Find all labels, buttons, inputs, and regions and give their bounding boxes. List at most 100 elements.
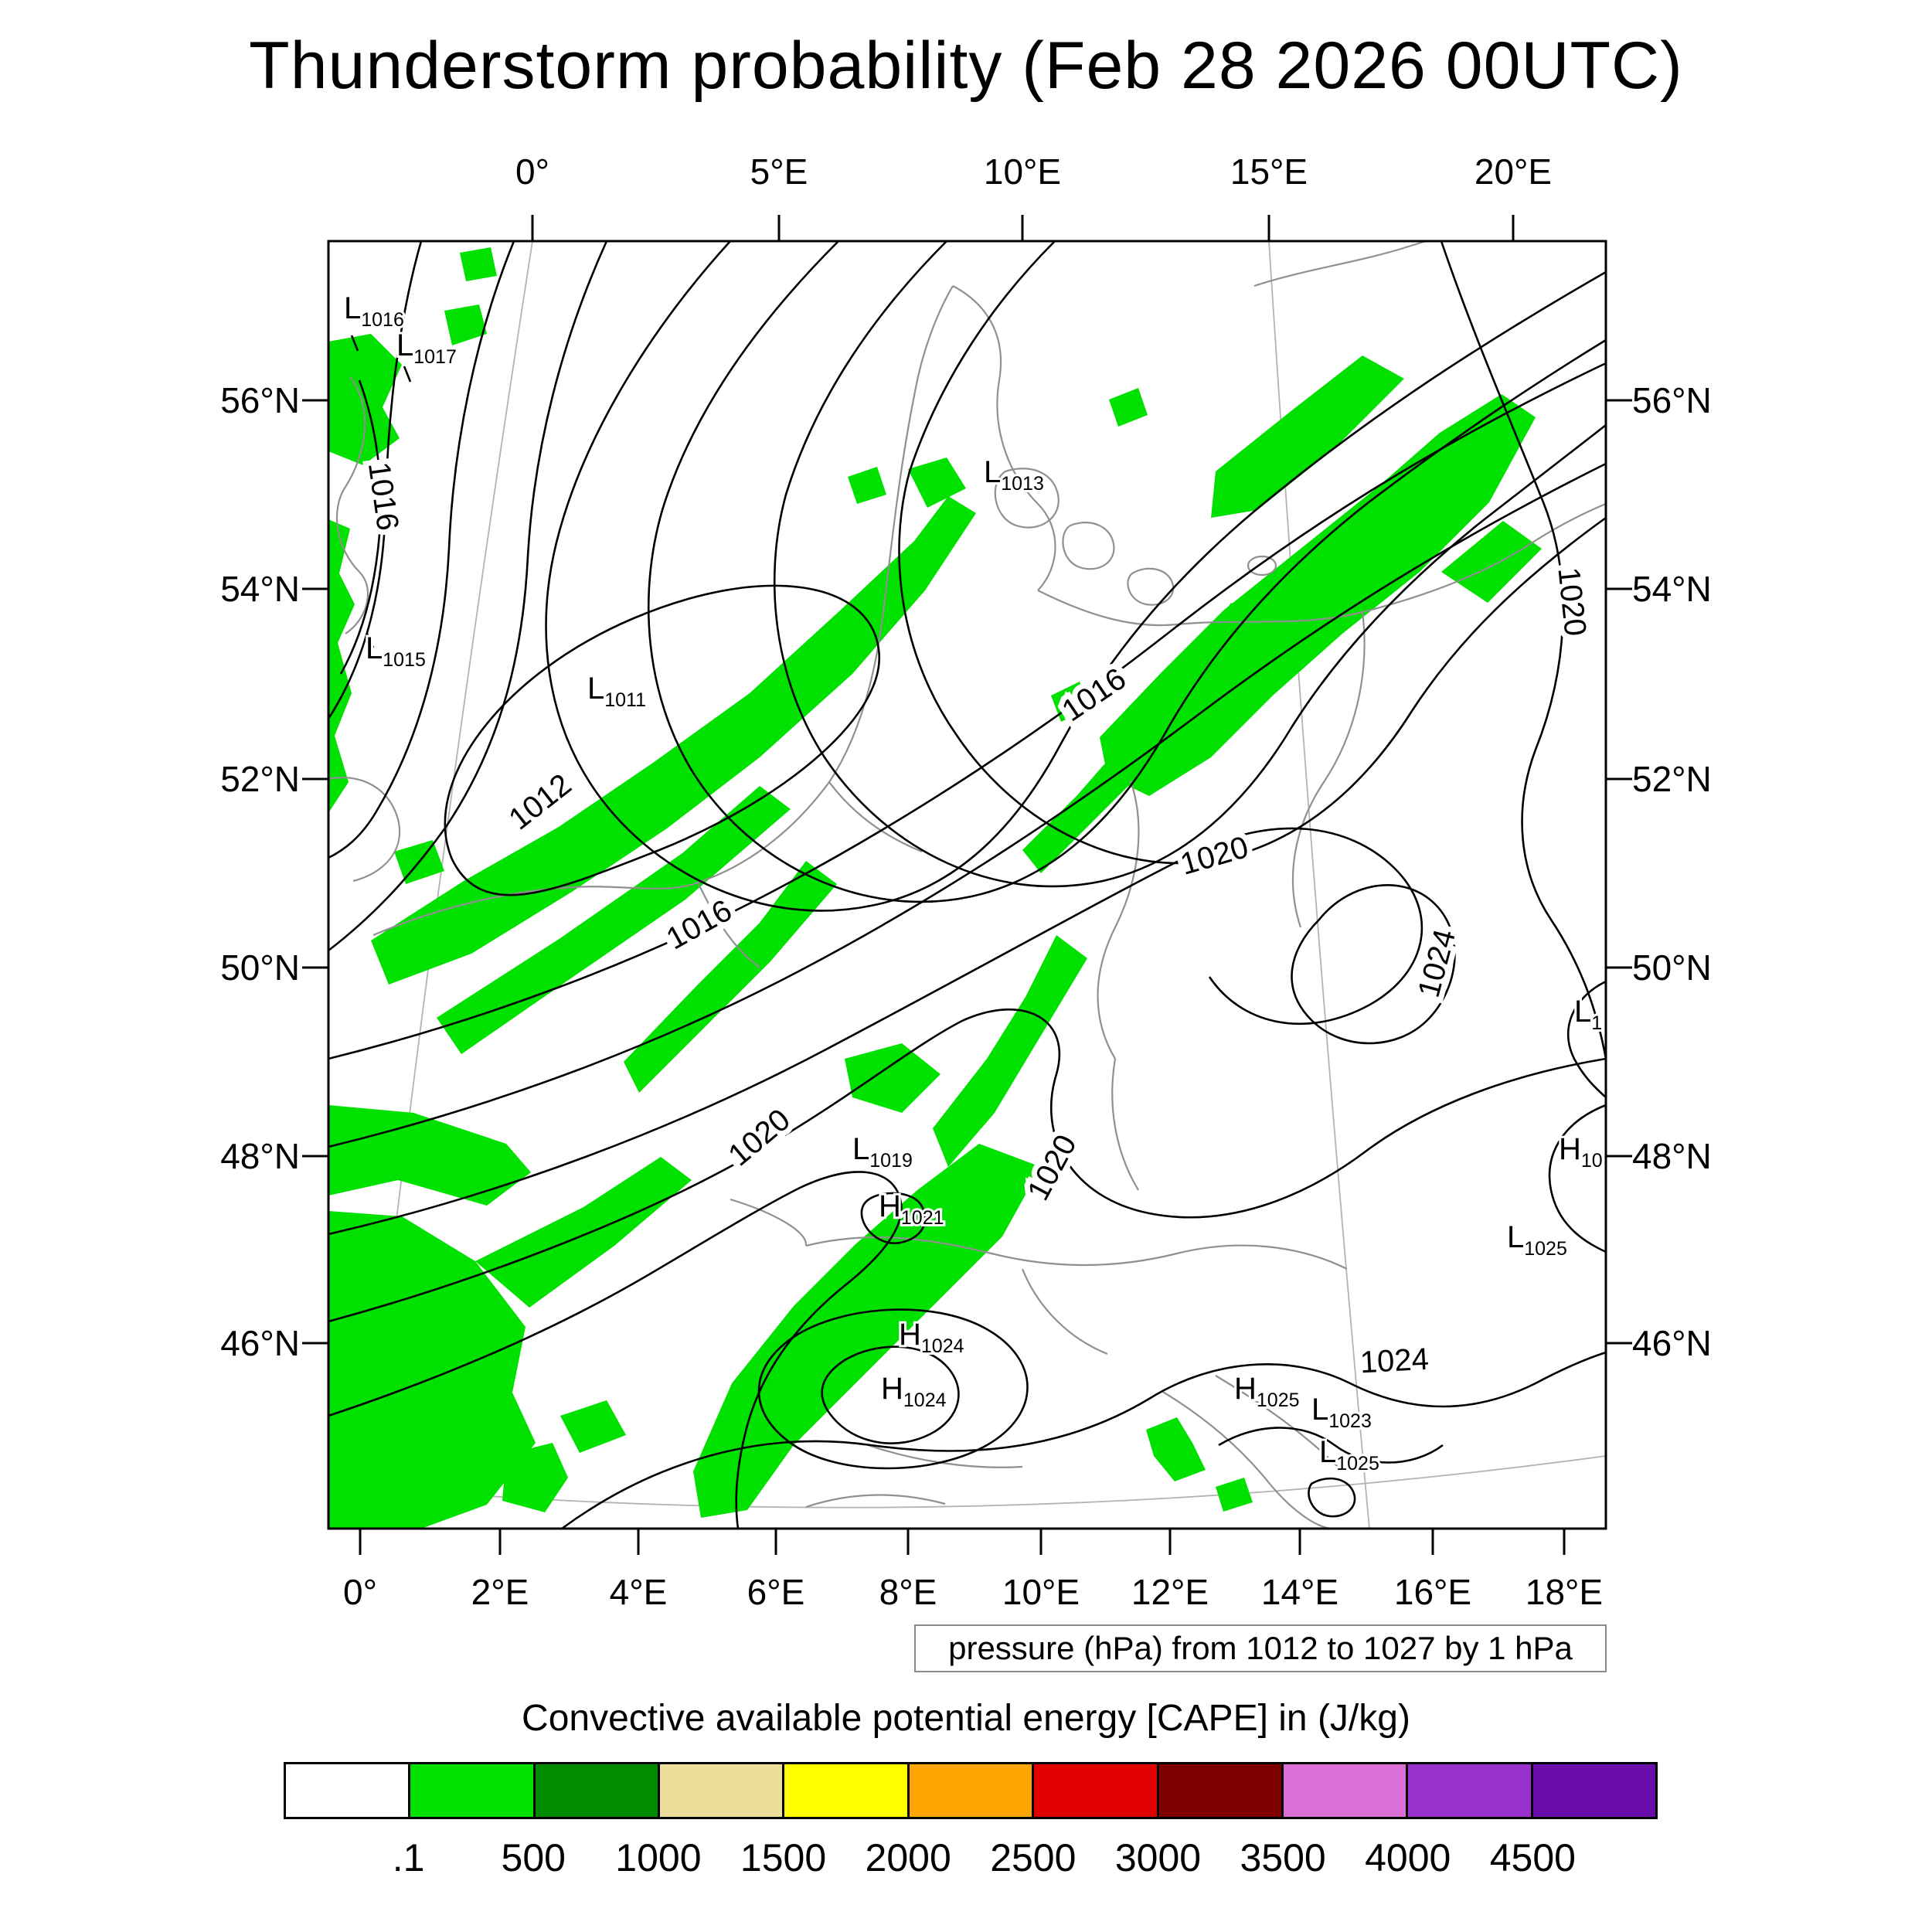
coastline [328,777,401,883]
isobar-mark [366,633,375,648]
pressure-center-label: L1 [1574,995,1602,1034]
isobar-value-label: 1020 [1551,566,1592,638]
cape-region [1441,521,1542,603]
lon-tick-label: 4°E [609,1572,668,1612]
cape-colorbar-tick-label: 2000 [865,1836,951,1879]
lat-tick-label: 46°N [220,1323,300,1363]
cape-colorbar-cell [1283,1764,1409,1817]
cape-region [502,1443,568,1512]
pressure-center-label: H1025 [1234,1372,1300,1411]
cape-colorbar-cell [909,1764,1035,1817]
coastline [1253,240,1427,287]
coastline [805,1494,946,1509]
lat-tick-label: 50°N [220,947,300,988]
pressure-center-label: L1023 [1311,1393,1372,1432]
lon-tick-label: 10°E [1002,1572,1080,1612]
coastline [730,1198,808,1247]
isobar-line [773,240,1607,888]
cape-colorbar-tick-label: 500 [501,1836,566,1879]
coastline [1111,1058,1139,1191]
cape-region [437,786,791,1054]
cape-region [328,1105,531,1206]
coastlines [328,240,1607,1530]
isobar-line [328,1009,1607,1323]
pressure-center-label: L1016 [344,291,404,331]
isobar-value-label: 1024 [1359,1342,1430,1380]
cape-region [1109,388,1148,427]
lat-tick-label: 54°N [220,569,300,609]
isobar-mark [403,366,412,383]
coastline [994,468,1060,529]
isobar-line [545,240,1607,912]
isobar-line [1308,1477,1356,1518]
lat-tick-label: 52°N [1632,759,1712,799]
isobar-line [898,240,1607,865]
cape-region [908,457,966,508]
isobar-line [327,240,423,719]
cape-colorbar-cell [1532,1764,1655,1817]
cape-colorbar-tick-label: 3000 [1114,1836,1202,1879]
coastline [1247,555,1277,577]
isobar-line [647,240,1607,903]
lat-tick-label: 48°N [1632,1136,1712,1176]
coastline [1291,611,1366,928]
coastline [336,376,369,634]
coastline [1021,1268,1108,1355]
isobar-line [561,1351,1607,1530]
lat-tick-label: 52°N [220,759,300,799]
cape-region [560,1400,626,1453]
axis-ticks [302,215,1632,1555]
lat-tick-label: 50°N [1632,947,1712,988]
lon-tick-label: 10°E [983,151,1062,192]
cape-legend-title: Convective available potential energy [C… [522,1698,1410,1739]
coastline [1037,502,1607,627]
pressure-center-label: L1025 [1507,1220,1567,1260]
cape-colorbar-cell [535,1764,661,1817]
lon-tick-label: 15°E [1230,151,1308,192]
cape-region [1211,355,1404,518]
lon-tick-label: 2°E [471,1572,529,1612]
isobar-mark [350,335,359,352]
pressure-center-label: H1024 [899,1318,964,1357]
pressure-center-label: L1017 [396,328,457,368]
cape-colorbar-tick-label: 3500 [1240,1836,1326,1879]
pressure-range-caption: pressure (hPa) from 1012 to 1027 by 1 hP… [914,1624,1607,1672]
map-frame [327,240,1607,1530]
pressure-center-label: L1025 [1319,1435,1379,1475]
isobar-line [339,379,383,675]
cape-colorbar-cell [660,1764,785,1817]
isobar-line [1218,1427,1444,1464]
isobar-line [757,1308,1029,1470]
lat-tick-label: 54°N [1632,569,1712,609]
cape-region [328,1211,536,1529]
cape-region [475,1157,692,1308]
cape-colorbar [284,1762,1658,1819]
cape-colorbar-tick-label: 2500 [990,1836,1077,1879]
cape-region [845,1043,940,1113]
cape-region [444,304,487,345]
isobar-value-label: 1020 [722,1103,796,1173]
lon-tick-label: 8°E [879,1572,937,1612]
cape-colorbar-cell [1158,1764,1284,1817]
cape-region [1216,1478,1253,1512]
isobar-value-label: 1020 [1177,830,1253,882]
isobar-line [328,827,1423,1236]
cape-region [693,1144,1041,1518]
lon-tick-label: 20°E [1474,151,1553,192]
isobar-line [328,1171,903,1529]
cape-colorbar-cell [286,1764,411,1817]
isobar-value-label: 1016 [362,460,405,532]
cape-region [460,247,497,281]
isobar-line [1291,884,1456,1045]
isobar-line [1566,980,1607,1098]
cape-shading [328,247,1542,1529]
lon-tick-label: 14°E [1260,1572,1339,1612]
cape-region [1146,1417,1206,1481]
isobar-line [821,1345,960,1444]
pressure-center-label: H10 [1559,1132,1603,1172]
lon-tick-label: 18°E [1525,1572,1604,1612]
lon-tick-label: 0° [515,151,549,192]
pressure-center-label: L1015 [366,631,426,671]
